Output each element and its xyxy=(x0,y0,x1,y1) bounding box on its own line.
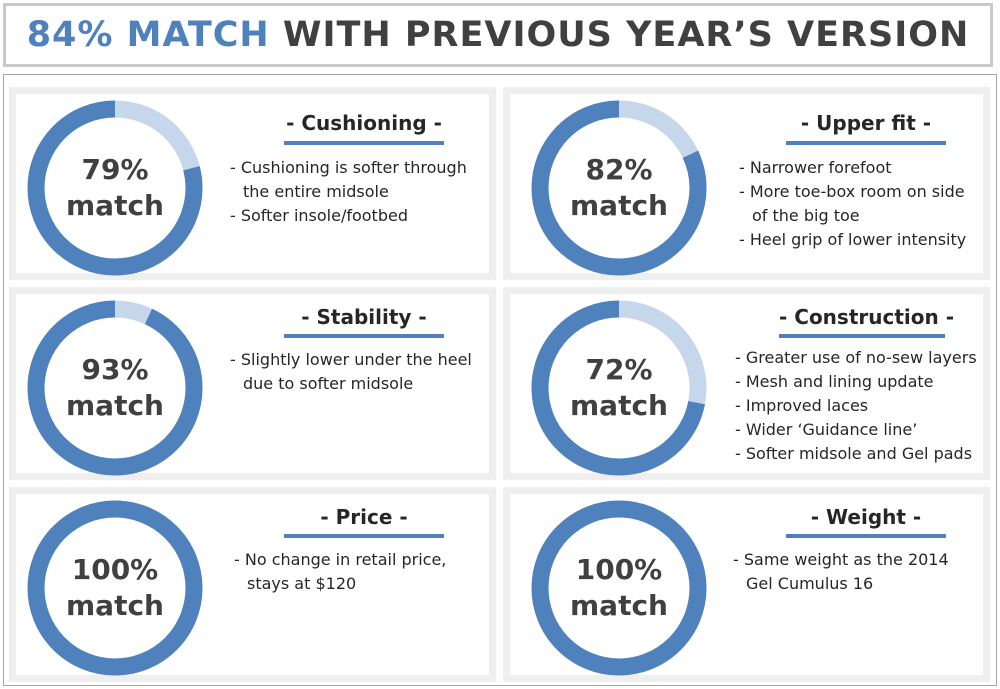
panel-cushioning: 79% match - Cushioning - Cushioning is s… xyxy=(9,87,496,280)
bullet-item-continuation: the entire midsole xyxy=(243,182,389,201)
bullet-item: Cushioning is softer through xyxy=(230,156,467,180)
match-percent: 82% xyxy=(585,153,653,186)
bullet-item: Mesh and lining update xyxy=(735,370,977,394)
bullet-item: Narrower forefoot xyxy=(739,156,966,180)
bullet-list: No change in retail price, stays at $120 xyxy=(234,548,447,596)
donut-svg xyxy=(531,300,707,476)
match-word: match xyxy=(570,389,668,422)
match-percent: 72% xyxy=(585,353,653,386)
donut-svg xyxy=(531,100,707,276)
match-percent: 100% xyxy=(575,553,663,586)
panel-weight: 100% match - Weight - Same weight as the… xyxy=(503,487,990,682)
comparison-grid: 79% match - Cushioning - Cushioning is s… xyxy=(3,74,997,686)
bullet-list: Cushioning is softer through the entire … xyxy=(230,156,467,228)
match-percent: 100% xyxy=(71,553,159,586)
bullet-list: Greater use of no-sew layers Mesh and li… xyxy=(735,346,977,466)
heading-underline xyxy=(779,334,945,338)
donut-chart: 93% match xyxy=(27,300,203,476)
bullet-item-continuation: of the big toe xyxy=(752,206,860,225)
bullet-item: Softer midsole and Gel pads xyxy=(735,442,977,466)
panel-price: 100% match - Price - No change in retail… xyxy=(9,487,496,682)
match-word: match xyxy=(66,389,164,422)
donut-match-arc xyxy=(531,500,707,676)
section-heading: - Stability - xyxy=(301,305,427,329)
donut-match-arc xyxy=(531,100,707,276)
heading-underline xyxy=(284,534,444,538)
match-percent: 79% xyxy=(81,153,149,186)
panel-construction: 72% match - Construction - Greater use o… xyxy=(503,287,990,480)
bullet-item: Greater use of no-sew layers xyxy=(735,346,977,370)
match-word: match xyxy=(66,189,164,222)
section-heading: - Price - xyxy=(320,505,408,529)
donut-chart: 82% match xyxy=(531,100,707,276)
bullet-item: Heel grip of lower intensity xyxy=(739,228,966,252)
bullet-item: Improved laces xyxy=(735,394,977,418)
section-heading: - Weight - xyxy=(810,505,922,529)
bullet-item: Slightly lower under the heel xyxy=(230,348,472,372)
panel-stability: 93% match - Stability - Slightly lower u… xyxy=(9,287,496,480)
section-heading: - Upper fit - xyxy=(800,111,932,135)
donut-svg xyxy=(27,500,203,676)
donut-chart: 72% match xyxy=(531,300,707,476)
section-heading: - Construction - xyxy=(779,305,954,329)
bullet-item: Wider ‘Guidance line’ xyxy=(735,418,977,442)
donut-match-arc xyxy=(27,300,203,476)
donut-chart: 100% match xyxy=(531,500,707,676)
donut-svg xyxy=(531,500,707,676)
bullet-item: More toe-box room on side xyxy=(739,180,966,204)
bullet-item-continuation: stays at $120 xyxy=(247,574,357,593)
bullet-list: Same weight as the 2014 Gel Cumulus 16 xyxy=(733,548,949,596)
bullet-item: Same weight as the 2014 xyxy=(733,548,949,572)
donut-match-arc xyxy=(27,500,203,676)
title-accent: 84% MATCH xyxy=(26,15,270,55)
heading-underline xyxy=(786,534,946,538)
panel-upper-fit: 82% match - Upper fit - Narrower forefoo… xyxy=(503,87,990,280)
bullet-item-continuation: due to softer midsole xyxy=(243,374,414,393)
donut-svg xyxy=(27,300,203,476)
heading-underline xyxy=(284,334,444,338)
donut-chart: 79% match xyxy=(27,100,203,276)
page-title: 84% MATCH WITH PREVIOUS YEAR’S VERSION xyxy=(3,3,993,67)
section-heading: - Cushioning - xyxy=(286,111,442,135)
donut-match-arc xyxy=(27,100,203,276)
bullet-item: No change in retail price, xyxy=(234,548,447,572)
heading-underline xyxy=(786,141,946,145)
bullet-list: Narrower forefoot More toe-box room on s… xyxy=(739,156,966,252)
match-word: match xyxy=(66,589,164,622)
bullet-item-continuation: Gel Cumulus 16 xyxy=(746,574,874,593)
donut-chart: 100% match xyxy=(27,500,203,676)
match-word: match xyxy=(570,589,668,622)
bullet-item: Softer insole/footbed xyxy=(230,204,467,228)
bullet-list: Slightly lower under the heel due to sof… xyxy=(230,348,472,396)
title-rest: WITH PREVIOUS YEAR’S VERSION xyxy=(269,15,970,55)
match-percent: 93% xyxy=(81,353,149,386)
donut-match-arc xyxy=(531,300,707,476)
donut-svg xyxy=(27,100,203,276)
heading-underline xyxy=(284,141,444,145)
match-word: match xyxy=(570,189,668,222)
